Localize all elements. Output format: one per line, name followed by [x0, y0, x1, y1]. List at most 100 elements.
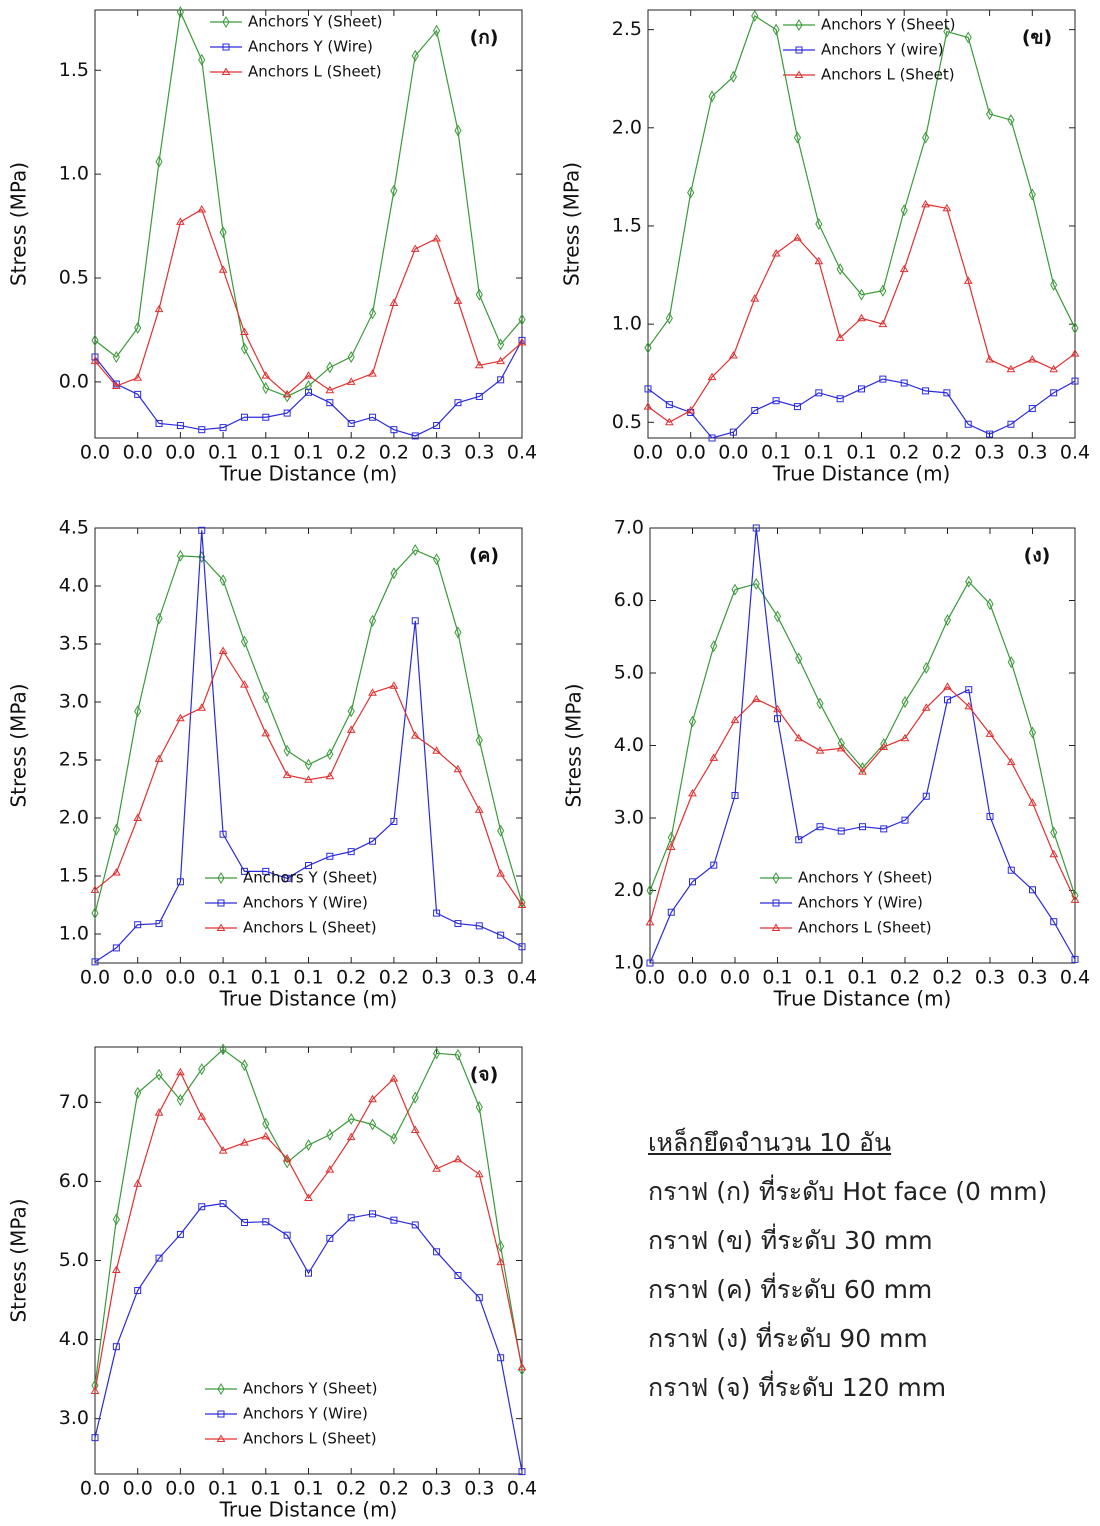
- marker: [688, 788, 697, 797]
- series-line: [649, 580, 1076, 896]
- marker: [112, 350, 120, 363]
- marker: [305, 862, 312, 870]
- marker: [1049, 849, 1059, 858]
- marker: [219, 1200, 227, 1208]
- marker: [91, 353, 99, 361]
- series-line: [94, 1202, 523, 1472]
- marker: [326, 748, 334, 761]
- marker: [432, 234, 441, 242]
- marker: [1071, 889, 1079, 902]
- series-line: [94, 530, 523, 963]
- marker: [793, 131, 802, 144]
- marker: [644, 341, 652, 354]
- marker: [112, 944, 120, 952]
- marker: [325, 1165, 335, 1173]
- legend-label: Anchors Y (Wire): [798, 894, 923, 912]
- marker: [240, 1219, 248, 1227]
- y-tick-label: 1.5: [612, 214, 642, 236]
- marker: [816, 823, 824, 831]
- marker: [836, 263, 844, 276]
- marker: [304, 380, 313, 393]
- marker: [921, 199, 930, 208]
- marker: [389, 298, 399, 306]
- marker: [774, 715, 781, 723]
- marker: [283, 874, 291, 882]
- marker: [1049, 364, 1059, 373]
- marker: [433, 422, 441, 430]
- marker: [729, 351, 738, 359]
- marker: [1071, 377, 1079, 385]
- marker: [432, 746, 441, 754]
- x-tick-label: 0.2: [336, 1478, 366, 1500]
- marker: [154, 1108, 164, 1116]
- legend-label: Anchors L (Sheet): [798, 919, 932, 937]
- marker: [410, 1125, 420, 1134]
- marker: [710, 861, 718, 869]
- marker: [921, 703, 931, 711]
- marker: [326, 361, 334, 374]
- series-line: [94, 9, 523, 398]
- x-tick-label: 0.2: [336, 442, 366, 464]
- x-tick-label: 0.2: [379, 967, 409, 989]
- marker: [410, 731, 420, 739]
- panel-label: (ก): [470, 27, 499, 49]
- marker: [176, 1230, 184, 1238]
- marker: [346, 377, 356, 385]
- marker: [218, 265, 228, 273]
- y-tick-label: 1.0: [59, 923, 89, 945]
- x-tick-label: 0.2: [889, 442, 919, 464]
- marker: [453, 296, 463, 304]
- marker: [708, 434, 716, 442]
- legend-marker: [217, 872, 225, 884]
- marker: [497, 338, 505, 351]
- marker: [198, 526, 206, 534]
- marker: [369, 1210, 377, 1218]
- marker: [411, 49, 419, 62]
- legend-marker: [217, 899, 225, 907]
- marker: [496, 869, 506, 877]
- y-tick-label: 0.0: [59, 370, 89, 392]
- x-tick-label: 0.0: [635, 967, 665, 989]
- marker: [112, 823, 120, 836]
- marker: [176, 6, 184, 19]
- marker: [837, 827, 845, 835]
- x-tick-label: 0.4: [507, 442, 537, 464]
- marker: [986, 598, 994, 611]
- x-tick-label: 0.0: [676, 442, 706, 464]
- legend-label: Anchors L (Sheet): [243, 1430, 377, 1448]
- marker: [689, 878, 696, 886]
- marker: [922, 387, 930, 395]
- marker: [985, 354, 994, 363]
- marker: [453, 1154, 463, 1163]
- marker: [197, 204, 207, 213]
- marker: [751, 407, 759, 415]
- legend-label: Anchors L (Sheet): [248, 63, 382, 81]
- marker: [687, 186, 695, 199]
- legend-label: Anchors Y (Sheet): [248, 13, 382, 31]
- marker: [900, 204, 908, 217]
- x-tick-label: 0.3: [421, 442, 451, 464]
- legend-marker: [216, 923, 226, 931]
- panel-label: (ค): [469, 545, 499, 567]
- marker: [325, 771, 335, 780]
- marker: [155, 419, 163, 427]
- marker: [943, 682, 952, 690]
- legend-label: Anchors Y (Sheet): [821, 16, 955, 34]
- y-axis-label: Stress (MPa): [7, 1198, 31, 1322]
- marker: [475, 922, 483, 930]
- x-tick-label: 0.0: [80, 967, 110, 989]
- caption-heading: เหล็กยึดจำนวน 10 อัน: [648, 1128, 892, 1157]
- marker: [454, 1272, 462, 1280]
- marker: [859, 823, 866, 831]
- series-line: [94, 1070, 523, 1392]
- legend-label: Anchors Y (Wire): [243, 1405, 368, 1423]
- marker: [134, 390, 142, 398]
- marker: [517, 900, 527, 908]
- marker: [1050, 826, 1058, 839]
- marker: [474, 360, 484, 369]
- legend-marker: [217, 1410, 225, 1418]
- legend-marker: [222, 43, 230, 51]
- marker: [750, 294, 760, 302]
- marker: [134, 705, 142, 718]
- y-tick-label: 7.0: [614, 517, 644, 539]
